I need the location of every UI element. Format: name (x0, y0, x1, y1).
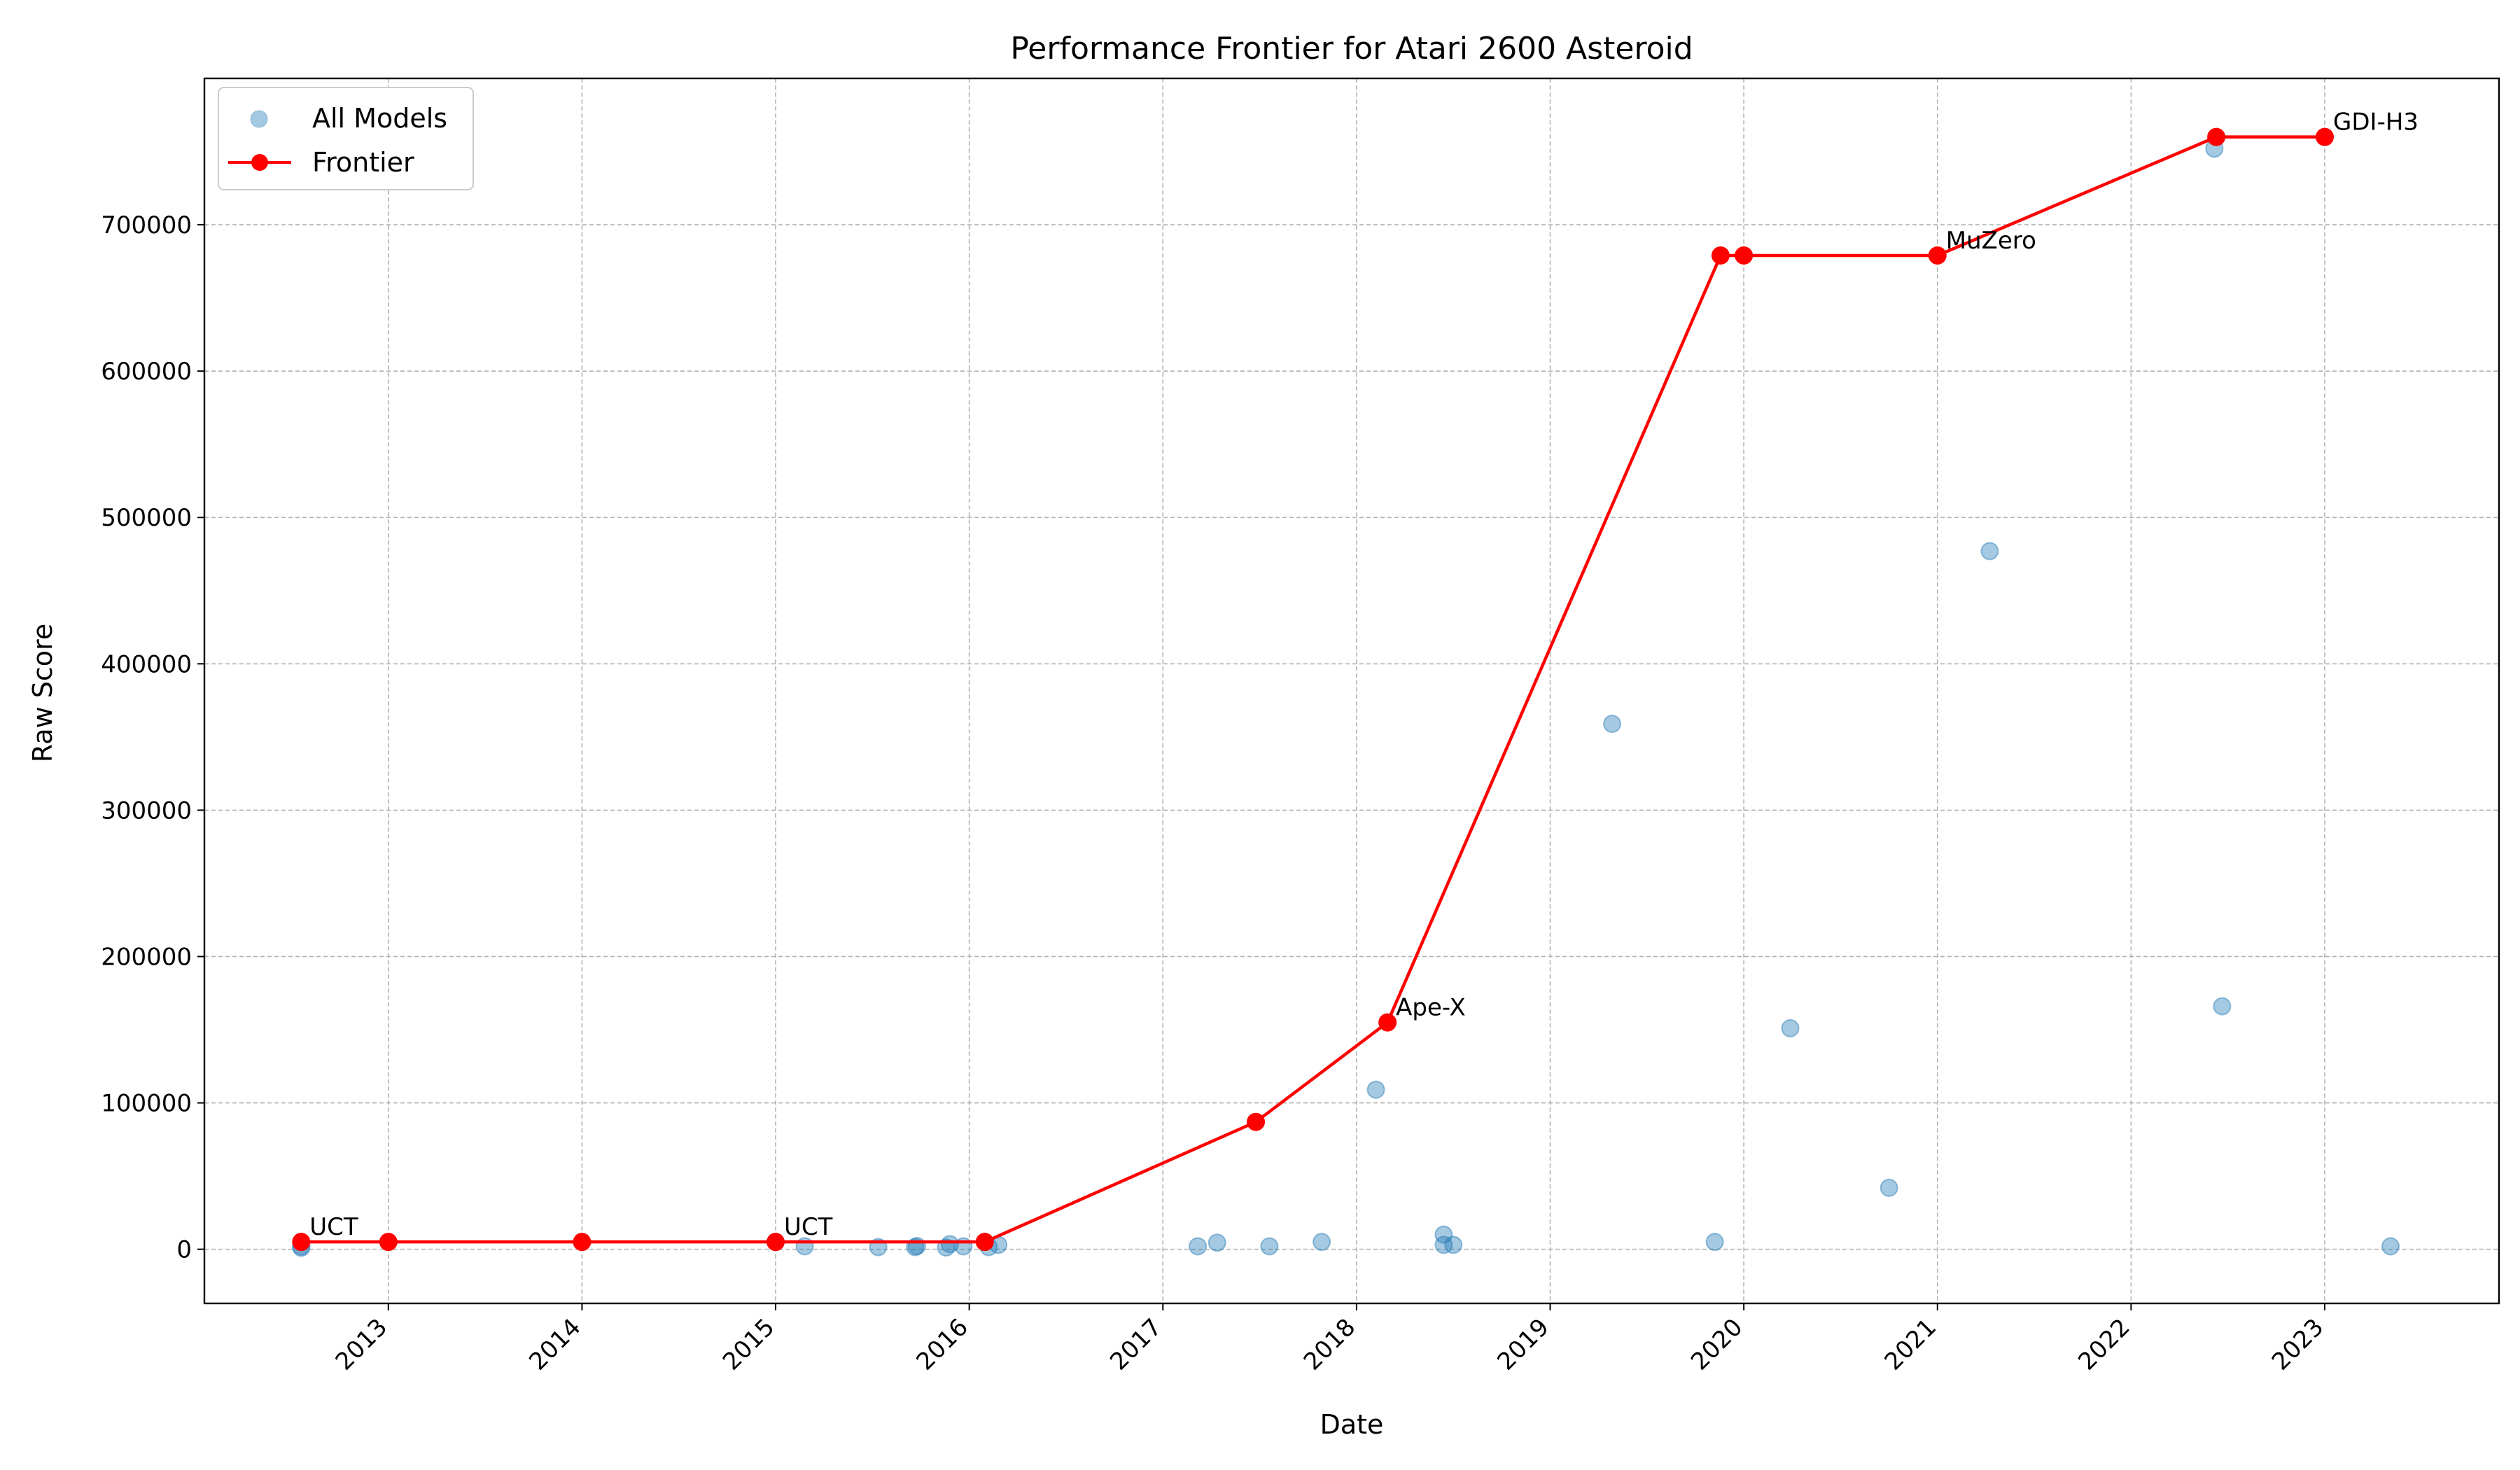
chart-title: Performance Frontier for Atari 2600 Aste… (1010, 31, 1693, 66)
y-tick-label: 700000 (101, 211, 192, 239)
all-models-point (1434, 1225, 1453, 1244)
all-models-point (1366, 1080, 1385, 1099)
y-tick-label: 0 (176, 1236, 192, 1264)
annotation-label: UCT (309, 1213, 358, 1241)
legend-all-models-label: All Models (312, 103, 447, 134)
all-models-point (1705, 1233, 1724, 1252)
all-models-point (1603, 715, 1622, 734)
all-models-point (2381, 1237, 2400, 1256)
y-tick-label: 400000 (101, 650, 192, 678)
all-models-point (1879, 1178, 1898, 1197)
y-tick-label: 300000 (101, 797, 192, 825)
y-tick-label: 500000 (101, 504, 192, 532)
all-models-point (941, 1235, 960, 1254)
frontier-point (1928, 246, 1947, 265)
annotation-label: Ape-X (1396, 994, 1466, 1022)
annotation-label: MuZero (1946, 227, 2036, 255)
y-tick-label: 100000 (101, 1090, 192, 1118)
legend-frontier-label: Frontier (312, 147, 414, 178)
all-models-point (1781, 1018, 1800, 1037)
y-tick-label: 200000 (101, 943, 192, 971)
annotation-label: UCT (784, 1213, 833, 1241)
legend: All Models Frontier (218, 87, 474, 190)
all-models-point (1260, 1237, 1279, 1256)
frontier-point (766, 1233, 785, 1252)
frontier-point (379, 1233, 398, 1252)
data-layer (292, 127, 2400, 1257)
all-models-point (1980, 542, 1999, 561)
all-models-point (907, 1237, 926, 1256)
annotation-label: GDI-H3 (2333, 108, 2418, 136)
frontier-point (573, 1233, 592, 1252)
annotation-layer: UCT UCT Ape-X MuZero GDI-H3 (309, 108, 2418, 1242)
legend-all-models-marker (250, 110, 268, 128)
all-models-point (1434, 1236, 1453, 1254)
frontier-point (2316, 127, 2334, 146)
plot-frame (203, 77, 2500, 1305)
x-axis-label: Date (1320, 1409, 1384, 1440)
frontier-line (301, 135, 2325, 1244)
frontier-point (1735, 246, 1754, 265)
y-tick-label: 600000 (101, 358, 192, 386)
grid-layer (204, 78, 2499, 1303)
frontier-point (292, 1233, 311, 1252)
all-models-point (1312, 1233, 1331, 1252)
frontier-point (975, 1233, 994, 1252)
frontier-point (1247, 1112, 1266, 1131)
frontier-point (1378, 1013, 1397, 1032)
frontier-point (2207, 127, 2226, 146)
legend-box (218, 87, 474, 190)
frontier-point (1711, 246, 1730, 265)
legend-frontier-marker (251, 154, 268, 171)
all-models-point (1444, 1236, 1463, 1254)
all-models-point (1208, 1233, 1226, 1252)
y-axis-label: Raw Score (27, 624, 58, 762)
all-models-point (2213, 997, 2232, 1016)
all-models-point (1189, 1237, 1208, 1256)
